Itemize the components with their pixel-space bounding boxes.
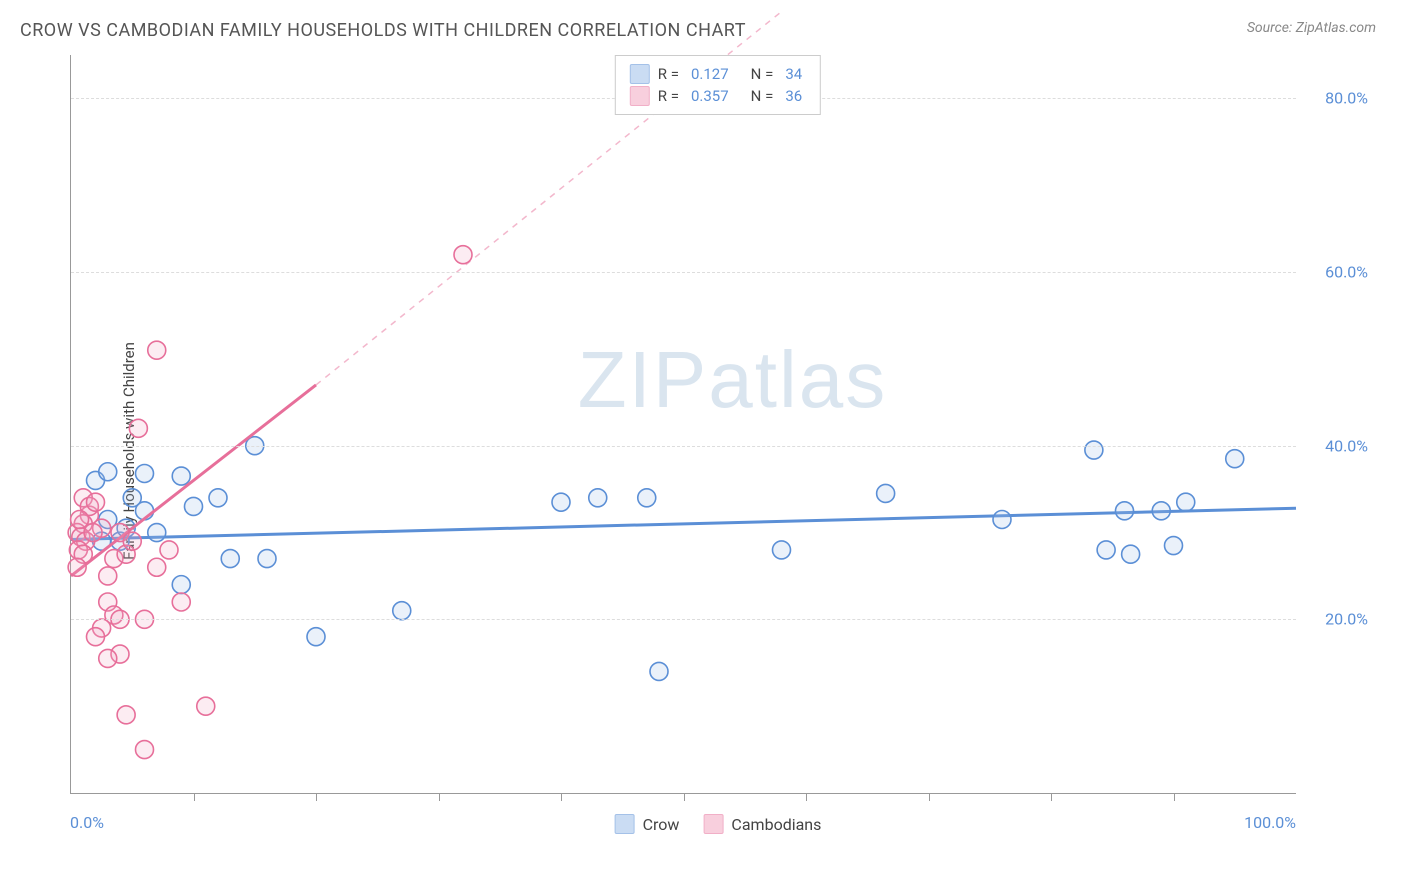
data-point (1085, 441, 1103, 459)
x-tick (316, 793, 317, 801)
r-value: 0.357 (691, 87, 729, 105)
data-point (1177, 493, 1195, 511)
x-tick (684, 793, 685, 801)
y-tick-label: 80.0% (1308, 89, 1368, 108)
data-point (589, 489, 607, 507)
x-axis-max-label: 100.0% (1244, 813, 1296, 832)
data-point (71, 511, 89, 529)
data-point (136, 464, 154, 482)
legend-swatch (630, 86, 650, 106)
n-label: N = (751, 87, 774, 105)
gridline-h (71, 446, 1296, 447)
data-point (1152, 502, 1170, 520)
legend-swatch (615, 814, 635, 834)
correlation-legend-row: R = 0.127 N = 34 (630, 64, 806, 84)
plot-area: ZIPatlas 20.0%40.0%60.0%80.0% (70, 55, 1296, 794)
data-point (172, 576, 190, 594)
data-point (1226, 450, 1244, 468)
data-point (307, 628, 325, 646)
r-label: R = (658, 87, 679, 105)
legend-label: Cambodians (731, 815, 821, 834)
x-tick (561, 793, 562, 801)
data-point (993, 511, 1011, 529)
data-point (129, 419, 147, 437)
x-tick (806, 793, 807, 801)
r-value: 0.127 (691, 65, 729, 83)
data-point (221, 550, 239, 568)
data-point (1097, 541, 1115, 559)
x-tick (1051, 793, 1052, 801)
source-attribution: Source: ZipAtlas.com (1247, 20, 1376, 36)
data-point (148, 558, 166, 576)
x-tick (929, 793, 930, 801)
trend-line (71, 508, 1296, 539)
data-point (1116, 502, 1134, 520)
y-tick-label: 20.0% (1308, 610, 1368, 629)
data-point (148, 524, 166, 542)
data-point (209, 489, 227, 507)
data-point (99, 567, 117, 585)
source-label: Source: (1247, 20, 1292, 36)
data-point (123, 532, 141, 550)
x-axis-min-label: 0.0% (70, 813, 104, 832)
data-point (638, 489, 656, 507)
legend-swatch (703, 814, 723, 834)
correlation-legend-row: R = 0.357 N = 36 (630, 86, 806, 106)
n-label: N = (751, 65, 774, 83)
source-name: ZipAtlas.com (1296, 20, 1376, 36)
x-tick (439, 793, 440, 801)
data-point (877, 484, 895, 502)
data-point (454, 246, 472, 264)
gridline-h (71, 272, 1296, 273)
data-point (148, 341, 166, 359)
data-point (1122, 545, 1140, 563)
chart-title: CROW VS CAMBODIAN FAMILY HOUSEHOLDS WITH… (20, 20, 746, 41)
data-point (773, 541, 791, 559)
data-point (185, 497, 203, 515)
data-point (99, 649, 117, 667)
legend-item: Cambodians (703, 814, 821, 834)
scatter-svg (71, 55, 1296, 793)
data-point (87, 493, 105, 511)
data-point (552, 493, 570, 511)
data-point (136, 741, 154, 759)
legend-swatch (630, 64, 650, 84)
data-point (393, 602, 411, 620)
chart-container: Family Households with Children ZIPatlas… (50, 50, 1386, 852)
data-point (117, 706, 135, 724)
data-point (172, 593, 190, 611)
y-tick-label: 60.0% (1308, 263, 1368, 282)
y-tick-label: 40.0% (1308, 436, 1368, 455)
data-point (258, 550, 276, 568)
r-label: R = (658, 65, 679, 83)
data-point (650, 662, 668, 680)
gridline-h (71, 619, 1296, 620)
x-tick (194, 793, 195, 801)
data-point (68, 558, 86, 576)
n-value: 34 (785, 65, 802, 83)
legend-label: Crow (643, 815, 680, 834)
data-point (1165, 537, 1183, 555)
data-point (99, 463, 117, 481)
data-point (172, 467, 190, 485)
x-tick (1174, 793, 1175, 801)
legend-item: Crow (615, 814, 680, 834)
data-point (84, 524, 102, 542)
data-point (87, 628, 105, 646)
data-point (160, 541, 178, 559)
correlation-legend: R = 0.127 N = 34 R = 0.357 N = 36 (615, 55, 821, 115)
series-legend: Crow Cambodians (615, 814, 822, 834)
data-point (197, 697, 215, 715)
n-value: 36 (785, 87, 802, 105)
